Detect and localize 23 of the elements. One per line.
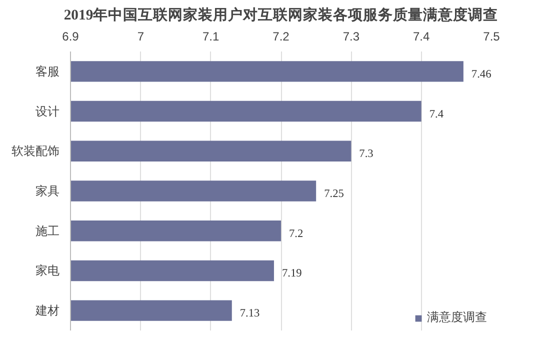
y-tick-label: 家电 <box>36 264 60 278</box>
x-tick-label: 7.4 <box>412 30 430 44</box>
x-tick-label: 7.5 <box>483 30 500 44</box>
x-tick-label: 6.9 <box>62 30 80 44</box>
y-tick-label: 软装配饰 <box>12 144 60 158</box>
data-label: 7.46 <box>471 68 492 80</box>
x-tick-label: 7.2 <box>272 30 290 44</box>
data-label: 7.2 <box>289 228 304 240</box>
chart-title: 2019年中国互联网家装用户对互联网家装各项服务质量满意度调查 <box>64 6 498 24</box>
data-label: 7.13 <box>240 308 260 320</box>
y-tick-label: 设计 <box>36 104 60 118</box>
legend-label: 满意度调查 <box>427 309 487 326</box>
data-label: 7.19 <box>282 268 302 280</box>
y-tick-label: 家具 <box>36 184 60 198</box>
x-tick-label: 7.1 <box>202 30 220 44</box>
data-label: 7.3 <box>359 148 374 160</box>
y-tick-label: 施工 <box>36 224 60 238</box>
y-tick-label: 建材 <box>34 304 60 318</box>
data-label: 7.4 <box>429 108 444 120</box>
data-label: 7.25 <box>324 188 344 200</box>
y-tick-label: 客服 <box>36 64 60 78</box>
x-tick-label: 7.3 <box>342 30 360 44</box>
x-tick-label: 7 <box>137 30 144 44</box>
